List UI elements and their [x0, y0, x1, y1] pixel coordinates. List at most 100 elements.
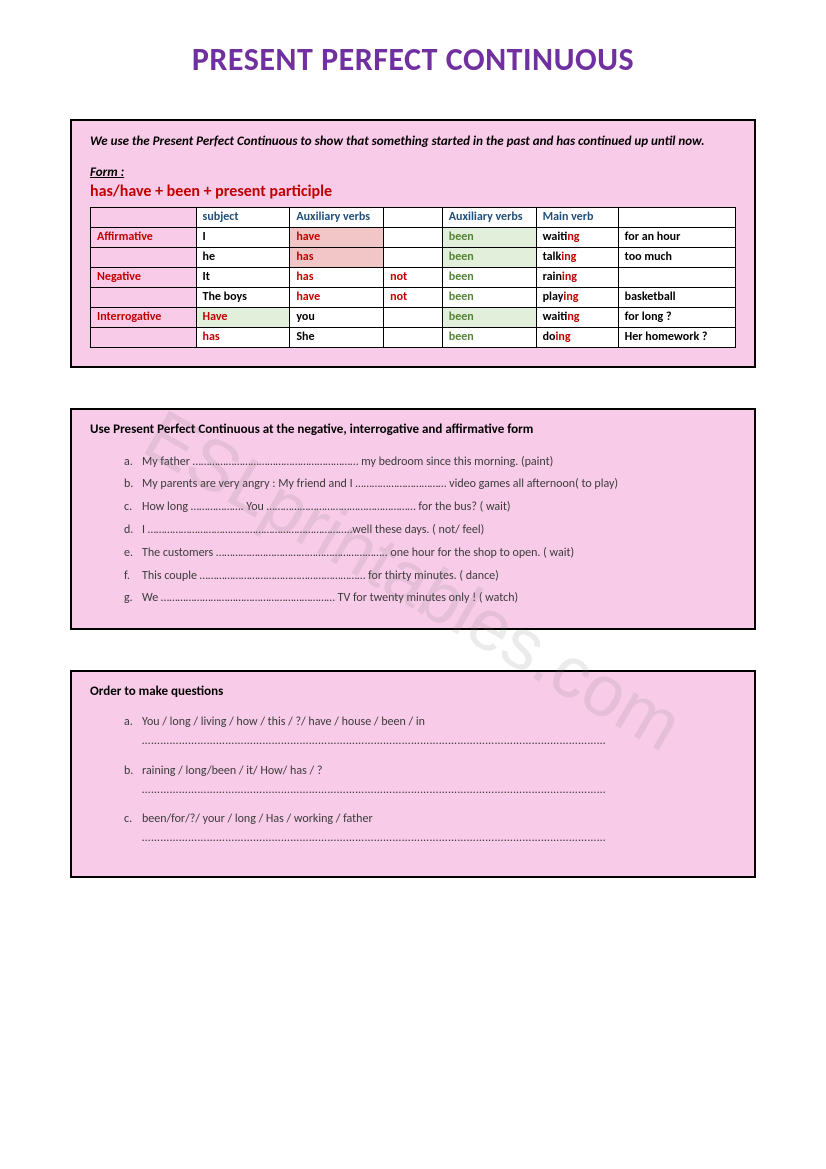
- been-cell: been: [442, 287, 536, 307]
- form-text: has/have + been + present participle: [90, 182, 736, 201]
- item-letter: g.: [124, 587, 142, 610]
- form-label: Form :: [90, 165, 736, 180]
- list-item: b.raining / long/been / it/ How/ has / ?…: [118, 762, 736, 800]
- item-letter: b.: [124, 473, 142, 496]
- aux-cell: Have: [196, 307, 290, 327]
- header-obj: [618, 207, 735, 227]
- subject-cell: he: [196, 247, 290, 267]
- item-text: been/for/?/ your / long / Has / working …: [142, 812, 373, 826]
- object-cell: basketball: [618, 287, 735, 307]
- item-text: This couple …………………………………………………… for thi…: [142, 569, 499, 583]
- item-letter: c.: [124, 496, 142, 519]
- table-row: AffirmativeIhave beenwaitingfor an hour: [91, 227, 736, 247]
- aux-cell: has: [290, 247, 384, 267]
- answer-line: ……………………………………………………………………………………………………………: [142, 734, 606, 748]
- exercise2-title: Order to make questions: [90, 684, 736, 699]
- not-cell: not: [384, 287, 443, 307]
- verb-cell: raining: [536, 267, 618, 287]
- exercise1-title: Use Present Perfect Continuous at the ne…: [90, 422, 736, 437]
- list-item: a.You / long / living / how / this / ?/ …: [118, 713, 736, 751]
- been-cell: been: [442, 247, 536, 267]
- table-row: hehas beentalkingtoo much: [91, 247, 736, 267]
- not-cell: [384, 327, 443, 347]
- row-type-label: Affirmative: [91, 227, 197, 247]
- row-type-label: Negative: [91, 267, 197, 287]
- verb-cell: playing: [536, 287, 618, 307]
- list-item: d.I ………………………………………………………………..well these…: [118, 519, 736, 542]
- subject-cell: She: [290, 327, 384, 347]
- exercise1-box: Use Present Perfect Continuous at the ne…: [70, 408, 756, 631]
- subject-cell: you: [290, 307, 384, 327]
- object-cell: Her homework ?: [618, 327, 735, 347]
- list-item: b.My parents are very angry : My friend …: [118, 473, 736, 496]
- aux-cell: has: [290, 267, 384, 287]
- item-text: How long ………………. You ……………………………………………… …: [142, 500, 511, 514]
- item-text: My father …………………………………………………… my bedroo…: [142, 455, 553, 469]
- page-title: PRESENT PERFECT CONTINUOUS: [70, 40, 756, 79]
- answer-line: ……………………………………………………………………………………………………………: [142, 783, 606, 797]
- been-cell: been: [442, 227, 536, 247]
- header-subject: subject: [196, 207, 290, 227]
- not-cell: [384, 247, 443, 267]
- table-row: hasShe beendoingHer homework ?: [91, 327, 736, 347]
- item-text: The customers …………………………………………………….. one…: [142, 546, 574, 560]
- been-cell: been: [442, 327, 536, 347]
- item-letter: e.: [124, 542, 142, 565]
- header-aux1: Auxiliary verbs: [290, 207, 384, 227]
- list-item: c.been/for/?/ your / long / Has / workin…: [118, 810, 736, 848]
- header-row: subject Auxiliary verbs Auxiliary verbs …: [91, 207, 736, 227]
- header-blank1: [91, 207, 197, 227]
- exercise2-list: a.You / long / living / how / this / ?/ …: [90, 713, 736, 848]
- not-cell: not: [384, 267, 443, 287]
- verb-cell: doing: [536, 327, 618, 347]
- exercise1-list: a.My father …………………………………………………… my bedr…: [90, 451, 736, 611]
- item-letter: d.: [124, 519, 142, 542]
- answer-line: ……………………………………………………………………………………………………………: [142, 831, 606, 845]
- item-letter: a.: [124, 713, 142, 732]
- page: PRESENT PERFECT CONTINUOUS We use the Pr…: [0, 0, 826, 958]
- not-cell: [384, 227, 443, 247]
- object-cell: for long ?: [618, 307, 735, 327]
- aux-cell: have: [290, 287, 384, 307]
- object-cell: [618, 267, 735, 287]
- row-type-label: Interrogative: [91, 307, 197, 327]
- header-main: Main verb: [536, 207, 618, 227]
- item-text: You / long / living / how / this / ?/ ha…: [142, 715, 425, 729]
- subject-cell: I: [196, 227, 290, 247]
- aux-cell: have: [290, 227, 384, 247]
- subject-cell: It: [196, 267, 290, 287]
- grammar-box: We use the Present Perfect Continuous to…: [70, 119, 756, 368]
- list-item: a.My father …………………………………………………… my bedr…: [118, 451, 736, 474]
- header-not: [384, 207, 443, 227]
- verb-cell: waiting: [536, 307, 618, 327]
- list-item: f.This couple …………………………………………………… for t…: [118, 565, 736, 588]
- item-text: We ……………………………………………………… TV for twenty m…: [142, 591, 518, 605]
- been-cell: been: [442, 307, 536, 327]
- grammar-table: subject Auxiliary verbs Auxiliary verbs …: [90, 207, 736, 348]
- been-cell: been: [442, 267, 536, 287]
- table-row: NegativeIthasnotbeenraining: [91, 267, 736, 287]
- verb-cell: waiting: [536, 227, 618, 247]
- item-text: raining / long/been / it/ How/ has / ?: [142, 764, 322, 778]
- item-letter: c.: [124, 810, 142, 829]
- row-type-label: [91, 327, 197, 347]
- verb-cell: talking: [536, 247, 618, 267]
- item-letter: b.: [124, 762, 142, 781]
- object-cell: too much: [618, 247, 735, 267]
- item-letter: a.: [124, 451, 142, 474]
- header-aux2: Auxiliary verbs: [442, 207, 536, 227]
- object-cell: for an hour: [618, 227, 735, 247]
- aux-cell: has: [196, 327, 290, 347]
- list-item: e.The customers …………………………………………………….. o…: [118, 542, 736, 565]
- subject-cell: The boys: [196, 287, 290, 307]
- list-item: c.How long ………………. You ………………………………………………: [118, 496, 736, 519]
- list-item: g.We ……………………………………………………… TV for twenty…: [118, 587, 736, 610]
- row-type-label: [91, 287, 197, 307]
- row-type-label: [91, 247, 197, 267]
- item-text: My parents are very angry : My friend an…: [142, 477, 618, 491]
- table-row: InterrogativeHaveyou beenwaitingfor long …: [91, 307, 736, 327]
- item-text: I ………………………………………………………………..well these d…: [142, 523, 484, 537]
- exercise2-box: Order to make questions a.You / long / l…: [70, 670, 756, 878]
- item-letter: f.: [124, 565, 142, 588]
- table-row: The boyshavenotbeenplayingbasketball: [91, 287, 736, 307]
